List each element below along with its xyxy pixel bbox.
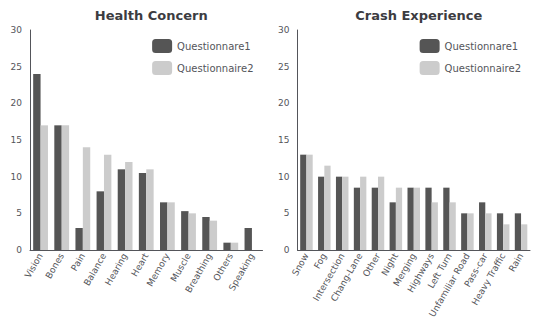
svg-text:Memory: Memory: [145, 251, 172, 288]
svg-text:Breathing: Breathing: [183, 251, 214, 294]
svg-text:5: 5: [16, 208, 22, 218]
svg-text:Balance: Balance: [81, 251, 109, 288]
svg-text:10: 10: [11, 172, 23, 182]
svg-text:Others: Others: [211, 251, 236, 283]
svg-text:Chang-Lane: Chang-Lane: [329, 251, 365, 303]
svg-text:Hearing: Hearing: [103, 251, 129, 287]
svg-text:Fog: Fog: [312, 251, 329, 270]
svg-text:20: 20: [278, 98, 290, 108]
svg-text:Pain: Pain: [69, 251, 87, 272]
svg-text:30: 30: [11, 25, 23, 35]
svg-text:Questionnare1: Questionnare1: [445, 41, 519, 52]
svg-text:Other: Other: [361, 251, 383, 278]
svg-text:Bones: Bones: [44, 251, 67, 280]
svg-text:25: 25: [278, 62, 289, 72]
svg-text:5: 5: [284, 208, 290, 218]
svg-text:Questionnaire2: Questionnaire2: [177, 63, 253, 74]
svg-text:15: 15: [11, 135, 22, 145]
svg-text:Questionnare1: Questionnare1: [177, 41, 251, 52]
svg-text:Questionnaire2: Questionnaire2: [445, 63, 521, 74]
svg-text:Rain: Rain: [507, 251, 526, 273]
svg-text:Unfamiliar Road: Unfamiliar Road: [427, 251, 472, 319]
svg-text:Vision: Vision: [23, 251, 45, 279]
svg-text:30: 30: [278, 25, 290, 35]
svg-text:Intersection: Intersection: [311, 251, 347, 303]
svg-text:20: 20: [11, 98, 23, 108]
svg-text:Snow: Snow: [290, 251, 311, 277]
svg-text:Heavy Traffic: Heavy Traffic: [470, 251, 508, 307]
svg-text:25: 25: [11, 62, 22, 72]
svg-text:Night: Night: [379, 251, 401, 278]
svg-text:0: 0: [16, 245, 22, 255]
svg-text:Merging: Merging: [391, 251, 419, 288]
svg-text:Muscle: Muscle: [168, 251, 193, 284]
svg-text:10: 10: [278, 172, 290, 182]
svg-text:Health Concern: Health Concern: [95, 8, 208, 23]
svg-text:Left Turn: Left Turn: [425, 251, 454, 291]
svg-text:0: 0: [284, 245, 290, 255]
svg-text:Speaking: Speaking: [227, 251, 256, 292]
svg-text:15: 15: [278, 135, 289, 145]
svg-text:Pass-car: Pass-car: [462, 251, 490, 289]
svg-text:Crash Experience: Crash Experience: [355, 8, 482, 23]
svg-text:Heart: Heart: [129, 251, 150, 278]
svg-text:Highways: Highways: [405, 251, 436, 295]
